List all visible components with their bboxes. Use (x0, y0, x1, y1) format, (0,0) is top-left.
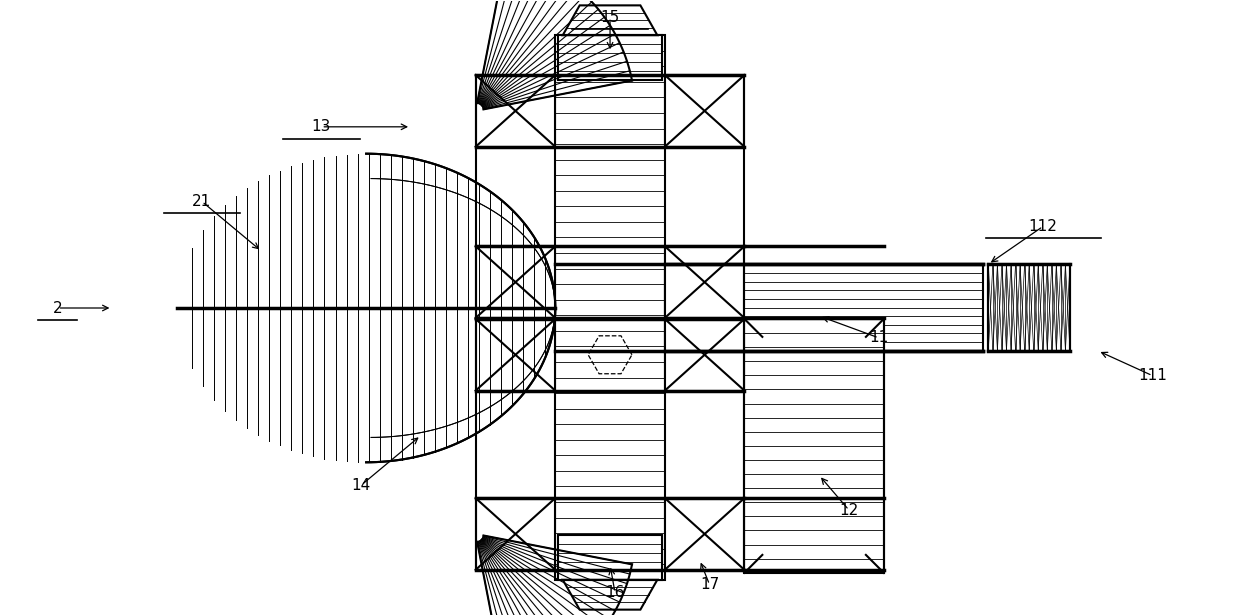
Bar (665, 75, 745, 147)
Bar (476, 75, 555, 147)
Bar (476, 319, 555, 391)
Bar (665, 246, 745, 318)
Text: 2: 2 (53, 301, 62, 315)
Text: 21: 21 (192, 194, 212, 209)
Polygon shape (367, 154, 555, 462)
Bar (989, 264, 1070, 351)
Text: 14: 14 (352, 477, 370, 493)
Text: 15: 15 (601, 10, 620, 25)
Bar (665, 319, 745, 391)
Bar (665, 498, 745, 570)
Text: 13: 13 (312, 120, 331, 134)
Bar (558, 535, 663, 580)
Bar (555, 35, 665, 580)
Text: 12: 12 (839, 503, 859, 517)
Text: 16: 16 (606, 585, 624, 600)
Bar (558, 35, 663, 80)
Bar (745, 319, 883, 573)
Text: 11: 11 (870, 330, 888, 346)
Text: 111: 111 (1139, 368, 1167, 383)
Bar (476, 246, 555, 318)
Text: 17: 17 (700, 577, 719, 592)
Bar (665, 264, 984, 351)
Bar (476, 498, 555, 570)
Text: 112: 112 (1028, 219, 1058, 234)
